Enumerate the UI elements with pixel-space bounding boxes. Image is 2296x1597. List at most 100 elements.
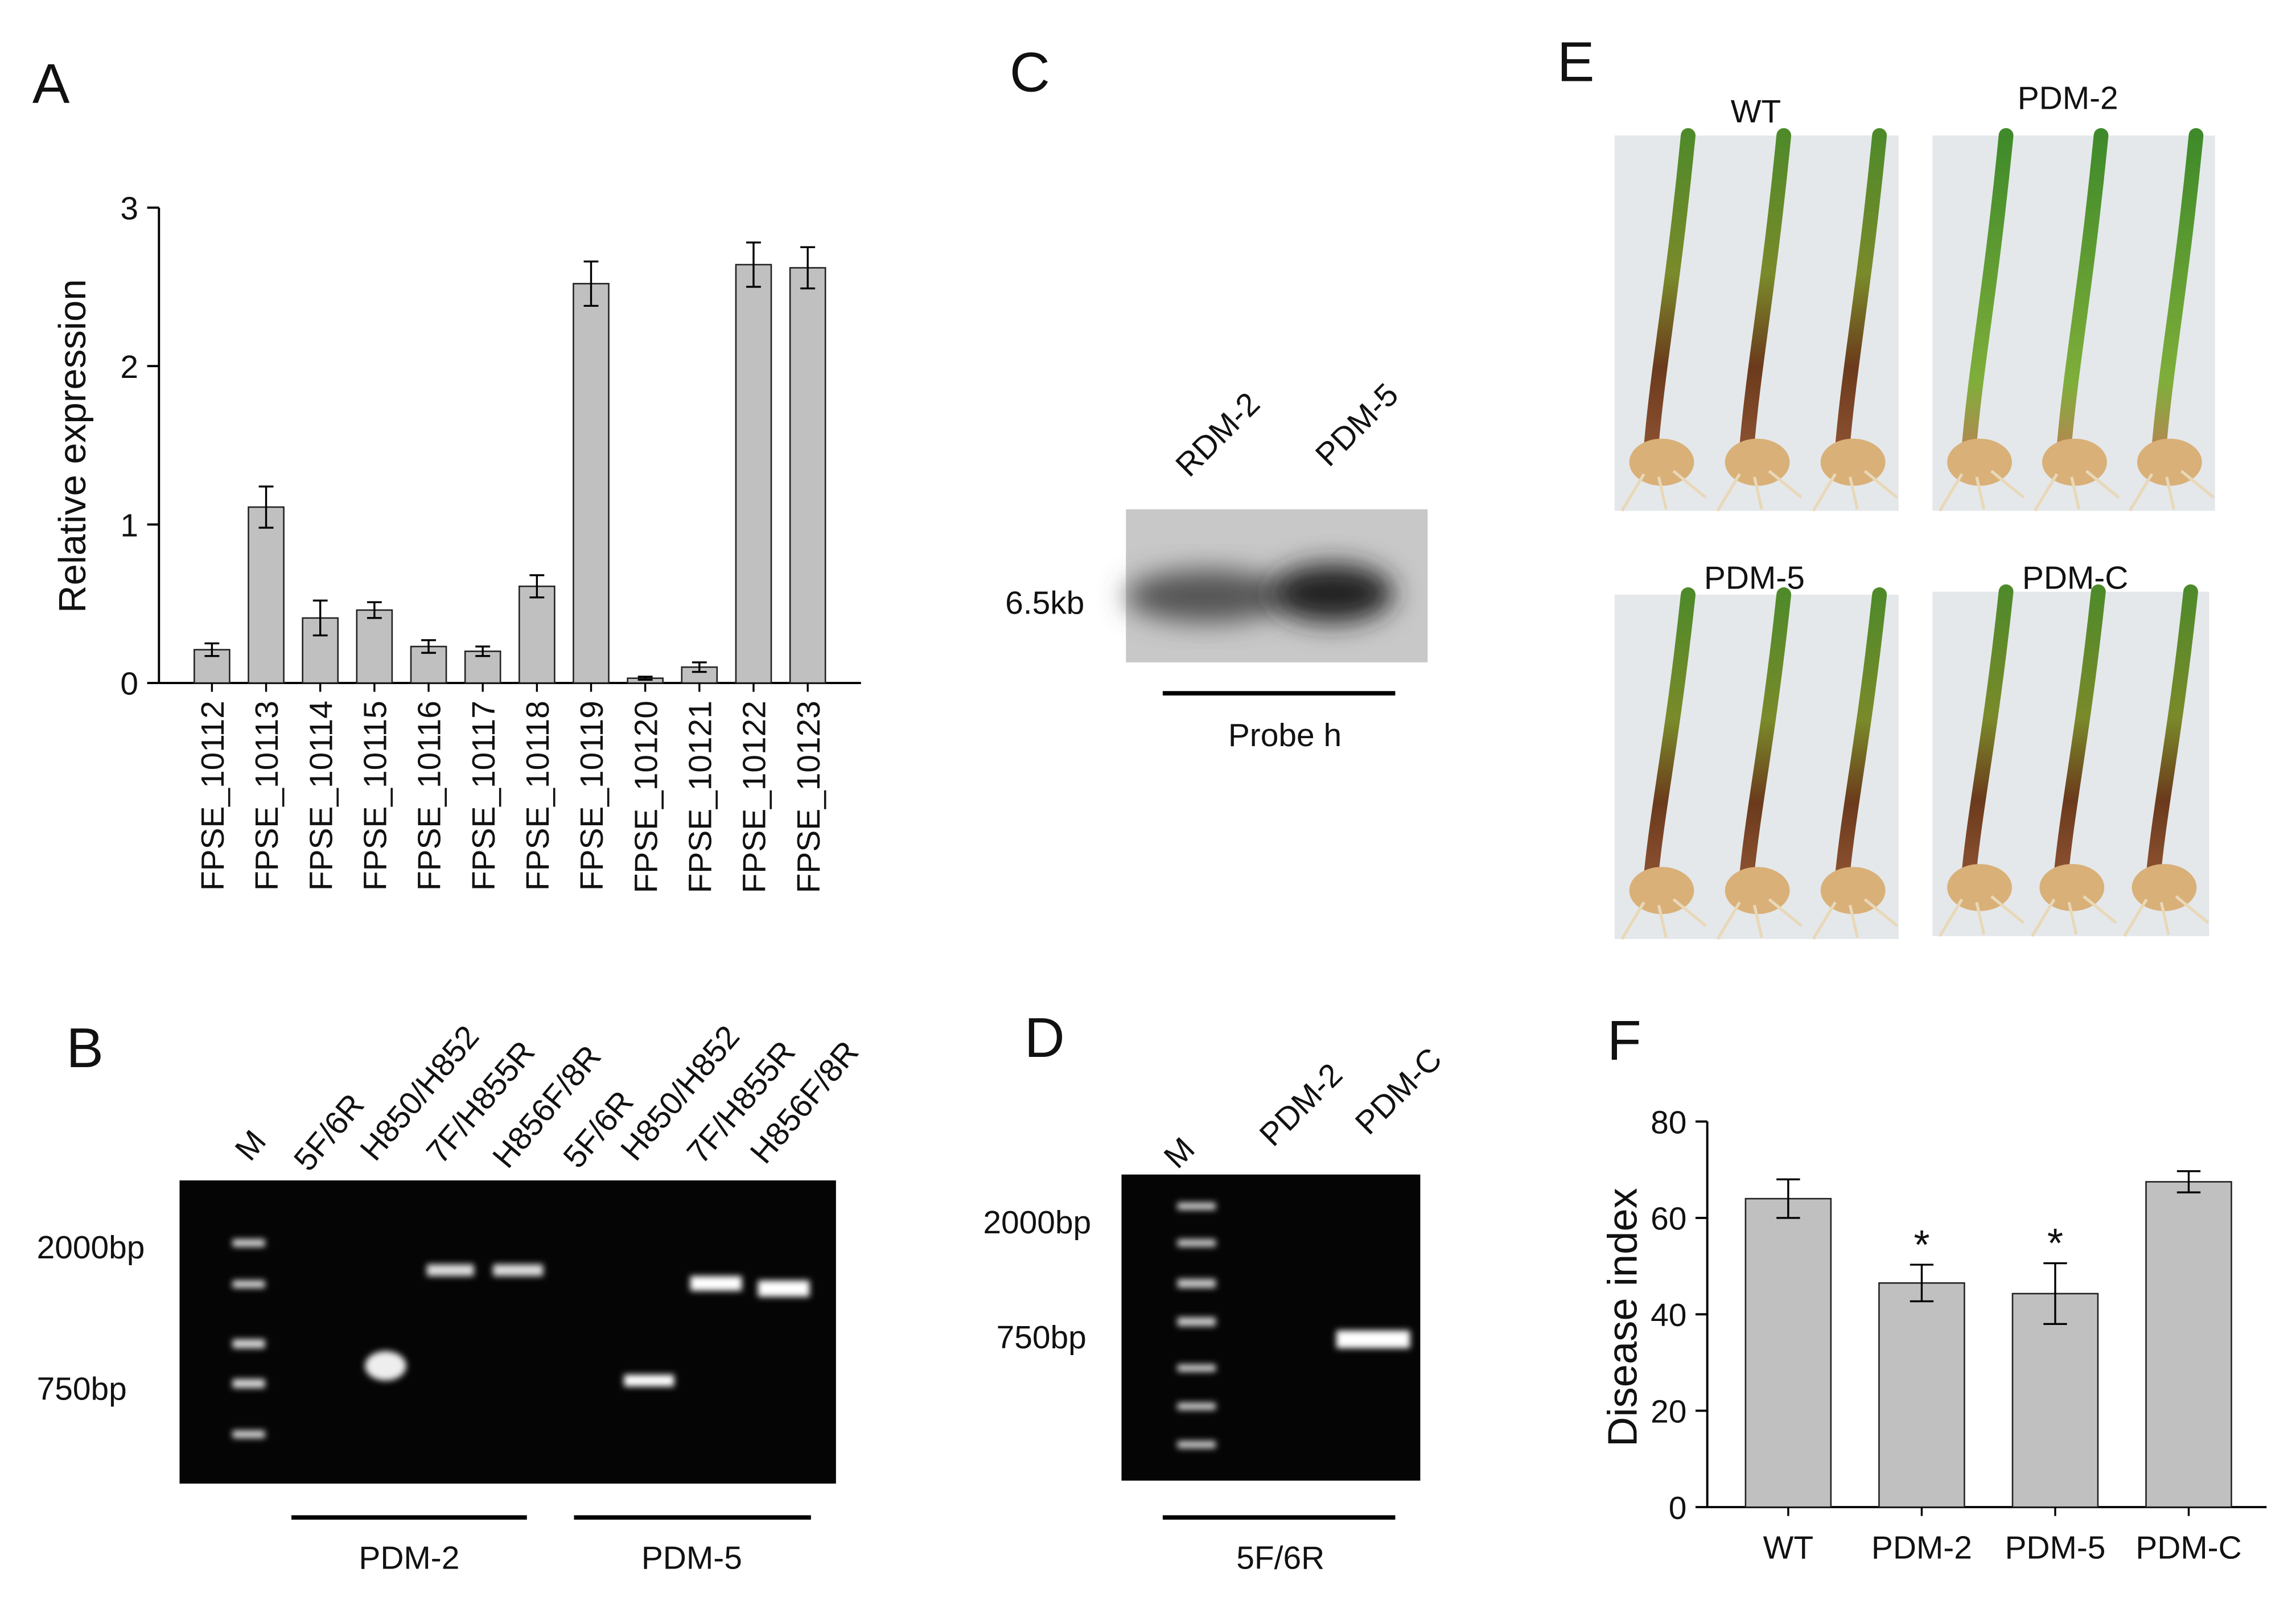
photo-title: PDM-5	[1704, 561, 1805, 596]
panel-letter: A	[32, 52, 70, 115]
gel-d	[1121, 1174, 1421, 1520]
error-bar	[312, 599, 328, 637]
roots	[2031, 895, 2117, 937]
x-tick-label: FPSE_10117	[466, 701, 502, 891]
seedling	[2054, 584, 2106, 878]
roots	[1716, 470, 1803, 512]
roots	[2128, 470, 2215, 512]
error-bar	[2043, 1262, 2067, 1325]
x-tick-label: FPSE_10112	[195, 701, 231, 891]
x-tick-label: WT	[1763, 1530, 1813, 1566]
y-axis-title: Disease index	[1600, 1188, 1646, 1447]
y-axis-title: Relative expression	[51, 279, 94, 613]
bar	[789, 267, 826, 684]
error-bar	[692, 661, 707, 673]
y-tick-label: 20	[1651, 1394, 1686, 1430]
roots	[1620, 898, 1707, 940]
y-tick-label: 0	[120, 666, 138, 702]
bar	[1744, 1197, 1832, 1508]
seedling	[1962, 128, 2014, 452]
x-tick-label: FPSE_10113	[249, 701, 285, 891]
gel-background	[179, 1180, 836, 1484]
bar	[2011, 1293, 2099, 1508]
lane-label: RDM-2	[1169, 386, 1267, 484]
group-label: PDM-5	[641, 1541, 742, 1577]
seedling	[2056, 128, 2109, 452]
error-bar	[258, 485, 274, 529]
group-label: PDM-2	[359, 1541, 459, 1577]
x-tick-label: FPSE_10121	[683, 701, 719, 893]
roots	[2123, 895, 2209, 937]
bar	[2145, 1181, 2232, 1508]
gel-background	[1121, 1174, 1421, 1481]
error-bar	[367, 601, 382, 619]
bar	[356, 609, 393, 684]
lane-label: PDM-2	[1253, 1057, 1349, 1154]
photos-e	[1614, 128, 2215, 940]
bar	[248, 506, 285, 684]
gel-b	[179, 1180, 836, 1520]
lane-label: 5F/6R	[287, 1087, 372, 1178]
panel-letter: C	[1010, 40, 1050, 103]
error-bar	[1776, 1178, 1800, 1219]
size-label: 750bp	[37, 1371, 127, 1407]
y-tick-label: 2	[120, 349, 138, 385]
panel-letter: E	[1557, 30, 1595, 93]
size-label: 750bp	[997, 1320, 1087, 1356]
y-tick-label: 80	[1651, 1105, 1686, 1141]
roots	[1812, 470, 1898, 512]
x-tick-label: PDM-5	[2005, 1530, 2105, 1566]
panel-letter: B	[66, 1016, 104, 1079]
size-label: 2000bp	[983, 1205, 1091, 1241]
y-tick-label: 1	[120, 508, 138, 544]
error-bar	[475, 645, 491, 657]
lane-label: PDM-C	[1349, 1041, 1449, 1141]
significance-mark: *	[2047, 1220, 2063, 1266]
primer-label: 5F/6R	[1236, 1541, 1324, 1577]
x-tick-label: FPSE_10120	[628, 701, 664, 893]
seedling	[1644, 128, 1696, 452]
bar	[573, 283, 610, 684]
x-tick-label: FPSE_10122	[737, 701, 773, 893]
error-bar	[204, 642, 220, 657]
lane-label: M	[1157, 1131, 1202, 1175]
seedling	[1835, 587, 1887, 880]
photo-title: PDM-2	[2018, 81, 2118, 117]
error-bar	[2176, 1170, 2201, 1193]
x-tick-label: FPSE_10118	[520, 701, 556, 891]
photo-title: PDM-C	[2022, 561, 2128, 596]
x-tick-label: PDM-C	[2135, 1530, 2241, 1566]
probe-label: Probe h	[1228, 718, 1342, 754]
error-bar	[421, 639, 436, 654]
y-tick-label: 0	[1669, 1491, 1687, 1526]
photo-title: WT	[1731, 94, 1781, 130]
bar	[1878, 1282, 1965, 1508]
significance-mark: *	[1914, 1222, 1929, 1268]
roots	[1812, 898, 1898, 940]
seedling	[1644, 587, 1696, 880]
seedling	[2151, 128, 2204, 452]
x-tick-label: FPSE_10114	[303, 701, 339, 891]
lane-label: PDM-5	[1309, 377, 1406, 474]
size-label: 2000bp	[37, 1230, 145, 1266]
bar	[735, 264, 772, 684]
blot-c	[1126, 509, 1428, 695]
y-tick-label: 60	[1651, 1201, 1686, 1237]
error-bar	[1910, 1263, 1934, 1303]
roots	[1716, 898, 1803, 940]
panel-letter: F	[1607, 1009, 1641, 1072]
y-tick-label: 3	[120, 191, 138, 227]
error-bar	[583, 260, 599, 307]
roots	[2033, 470, 2120, 512]
x-tick-label: PDM-2	[1871, 1530, 1972, 1566]
error-bar	[529, 574, 545, 599]
seedling	[1962, 584, 2014, 878]
bar	[519, 585, 556, 684]
roots	[1620, 470, 1707, 512]
error-bar	[800, 246, 816, 290]
x-tick-label: FPSE_10119	[574, 701, 610, 891]
y-tick-label: 40	[1651, 1298, 1686, 1333]
x-tick-label: FPSE_10115	[358, 701, 394, 891]
gel-bands	[232, 1239, 810, 1438]
